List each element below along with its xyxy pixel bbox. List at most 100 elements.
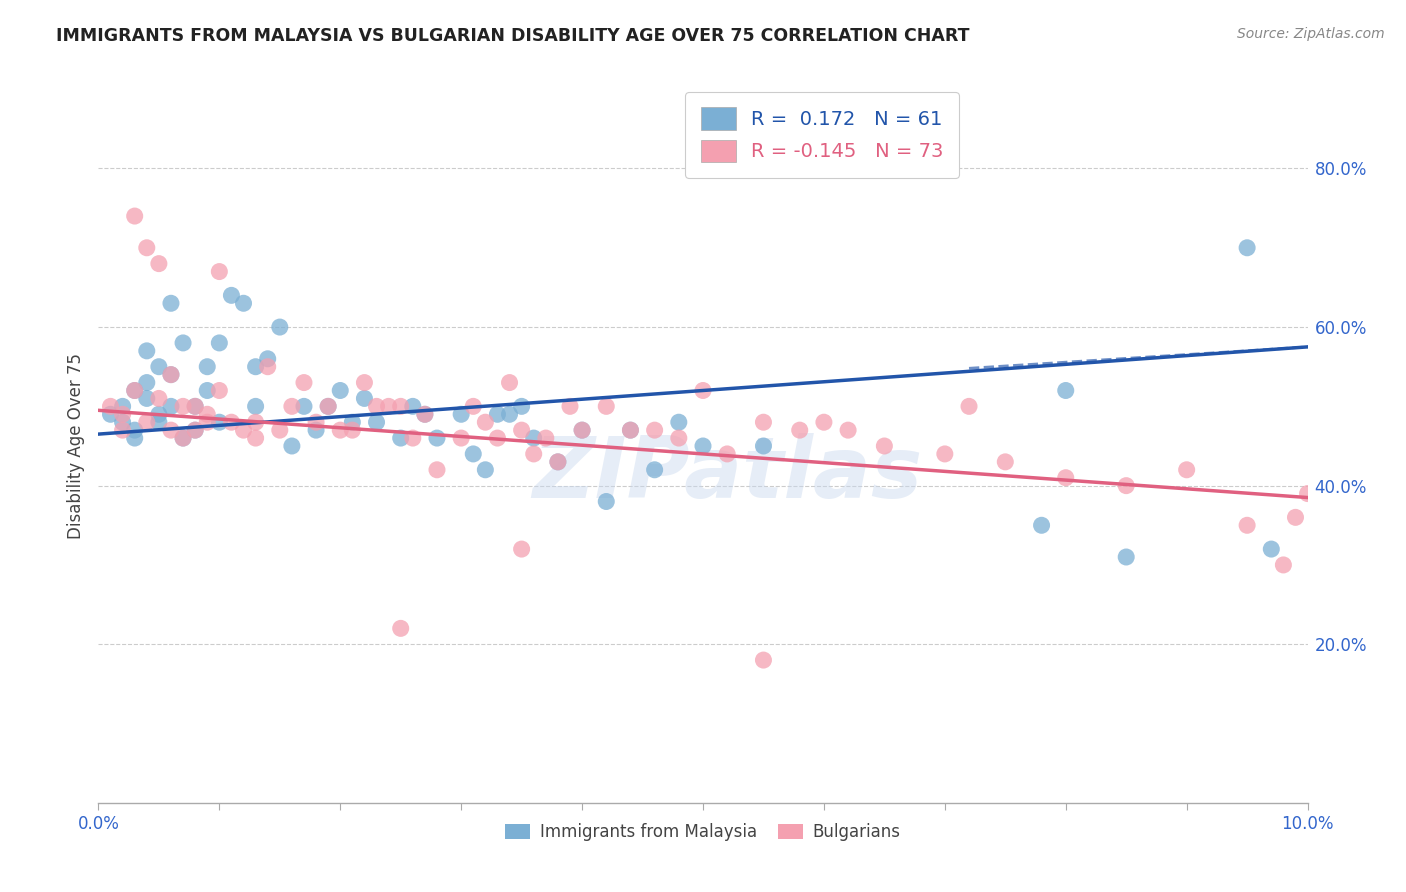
- Point: [256, 351, 278, 366]
- Point: [402, 400, 425, 414]
- Point: [1236, 241, 1258, 255]
- Point: [463, 447, 485, 461]
- Point: [148, 257, 170, 271]
- Text: ZIPatlas: ZIPatlas: [531, 433, 922, 516]
- Point: [124, 209, 146, 223]
- Point: [510, 542, 533, 557]
- Point: [595, 494, 617, 508]
- Point: [221, 288, 243, 302]
- Point: [316, 400, 339, 414]
- Point: [100, 407, 122, 421]
- Point: [1054, 384, 1077, 398]
- Point: [644, 423, 666, 437]
- Point: [957, 400, 980, 414]
- Point: [245, 415, 267, 429]
- Point: [195, 415, 218, 429]
- Point: [305, 415, 328, 429]
- Point: [135, 241, 157, 255]
- Point: [994, 455, 1017, 469]
- Point: [184, 400, 207, 414]
- Point: [1296, 486, 1319, 500]
- Point: [692, 439, 714, 453]
- Point: [160, 400, 183, 414]
- Point: [1260, 542, 1282, 557]
- Point: [329, 384, 352, 398]
- Point: [1236, 518, 1258, 533]
- Point: [534, 431, 557, 445]
- Point: [413, 407, 436, 421]
- Point: [426, 431, 449, 445]
- Point: [619, 423, 641, 437]
- Point: [558, 400, 581, 414]
- Point: [100, 400, 122, 414]
- Point: [366, 415, 388, 429]
- Point: [510, 423, 533, 437]
- Point: [450, 431, 472, 445]
- Point: [498, 407, 520, 421]
- Point: [184, 423, 207, 437]
- Point: [571, 423, 593, 437]
- Point: [148, 415, 170, 429]
- Point: [111, 400, 134, 414]
- Point: [474, 415, 496, 429]
- Point: [245, 359, 267, 374]
- Text: IMMIGRANTS FROM MALAYSIA VS BULGARIAN DISABILITY AGE OVER 75 CORRELATION CHART: IMMIGRANTS FROM MALAYSIA VS BULGARIAN DI…: [56, 27, 970, 45]
- Point: [571, 423, 593, 437]
- Point: [1031, 518, 1053, 533]
- Point: [547, 455, 569, 469]
- Point: [124, 431, 146, 445]
- Point: [292, 400, 315, 414]
- Point: [195, 359, 218, 374]
- Point: [366, 400, 388, 414]
- Point: [195, 407, 218, 421]
- Point: [716, 447, 738, 461]
- Legend: Immigrants from Malaysia, Bulgarians: Immigrants from Malaysia, Bulgarians: [499, 817, 907, 848]
- Point: [172, 431, 194, 445]
- Point: [281, 400, 304, 414]
- Point: [208, 335, 231, 350]
- Point: [486, 431, 509, 445]
- Point: [148, 407, 170, 421]
- Point: [353, 392, 375, 406]
- Point: [402, 431, 425, 445]
- Point: [463, 400, 485, 414]
- Point: [135, 415, 157, 429]
- Point: [377, 400, 399, 414]
- Point: [208, 264, 231, 278]
- Point: [934, 447, 956, 461]
- Point: [329, 423, 352, 437]
- Point: [135, 343, 157, 358]
- Point: [510, 400, 533, 414]
- Point: [160, 368, 183, 382]
- Point: [111, 415, 134, 429]
- Point: [232, 296, 254, 310]
- Point: [1284, 510, 1306, 524]
- Point: [195, 384, 218, 398]
- Point: [389, 621, 412, 635]
- Point: [523, 447, 546, 461]
- Point: [668, 431, 690, 445]
- Point: [389, 431, 412, 445]
- Point: [1115, 478, 1137, 492]
- Point: [172, 400, 194, 414]
- Point: [160, 423, 183, 437]
- Y-axis label: Disability Age Over 75: Disability Age Over 75: [66, 353, 84, 539]
- Point: [269, 320, 291, 334]
- Point: [184, 423, 207, 437]
- Point: [450, 407, 472, 421]
- Point: [413, 407, 436, 421]
- Point: [595, 400, 617, 414]
- Point: [245, 431, 267, 445]
- Point: [1054, 471, 1077, 485]
- Point: [837, 423, 859, 437]
- Point: [245, 400, 267, 414]
- Text: Source: ZipAtlas.com: Source: ZipAtlas.com: [1237, 27, 1385, 41]
- Point: [813, 415, 835, 429]
- Point: [752, 415, 775, 429]
- Point: [426, 463, 449, 477]
- Point: [619, 423, 641, 437]
- Point: [342, 415, 364, 429]
- Point: [221, 415, 243, 429]
- Point: [1175, 463, 1198, 477]
- Point: [292, 376, 315, 390]
